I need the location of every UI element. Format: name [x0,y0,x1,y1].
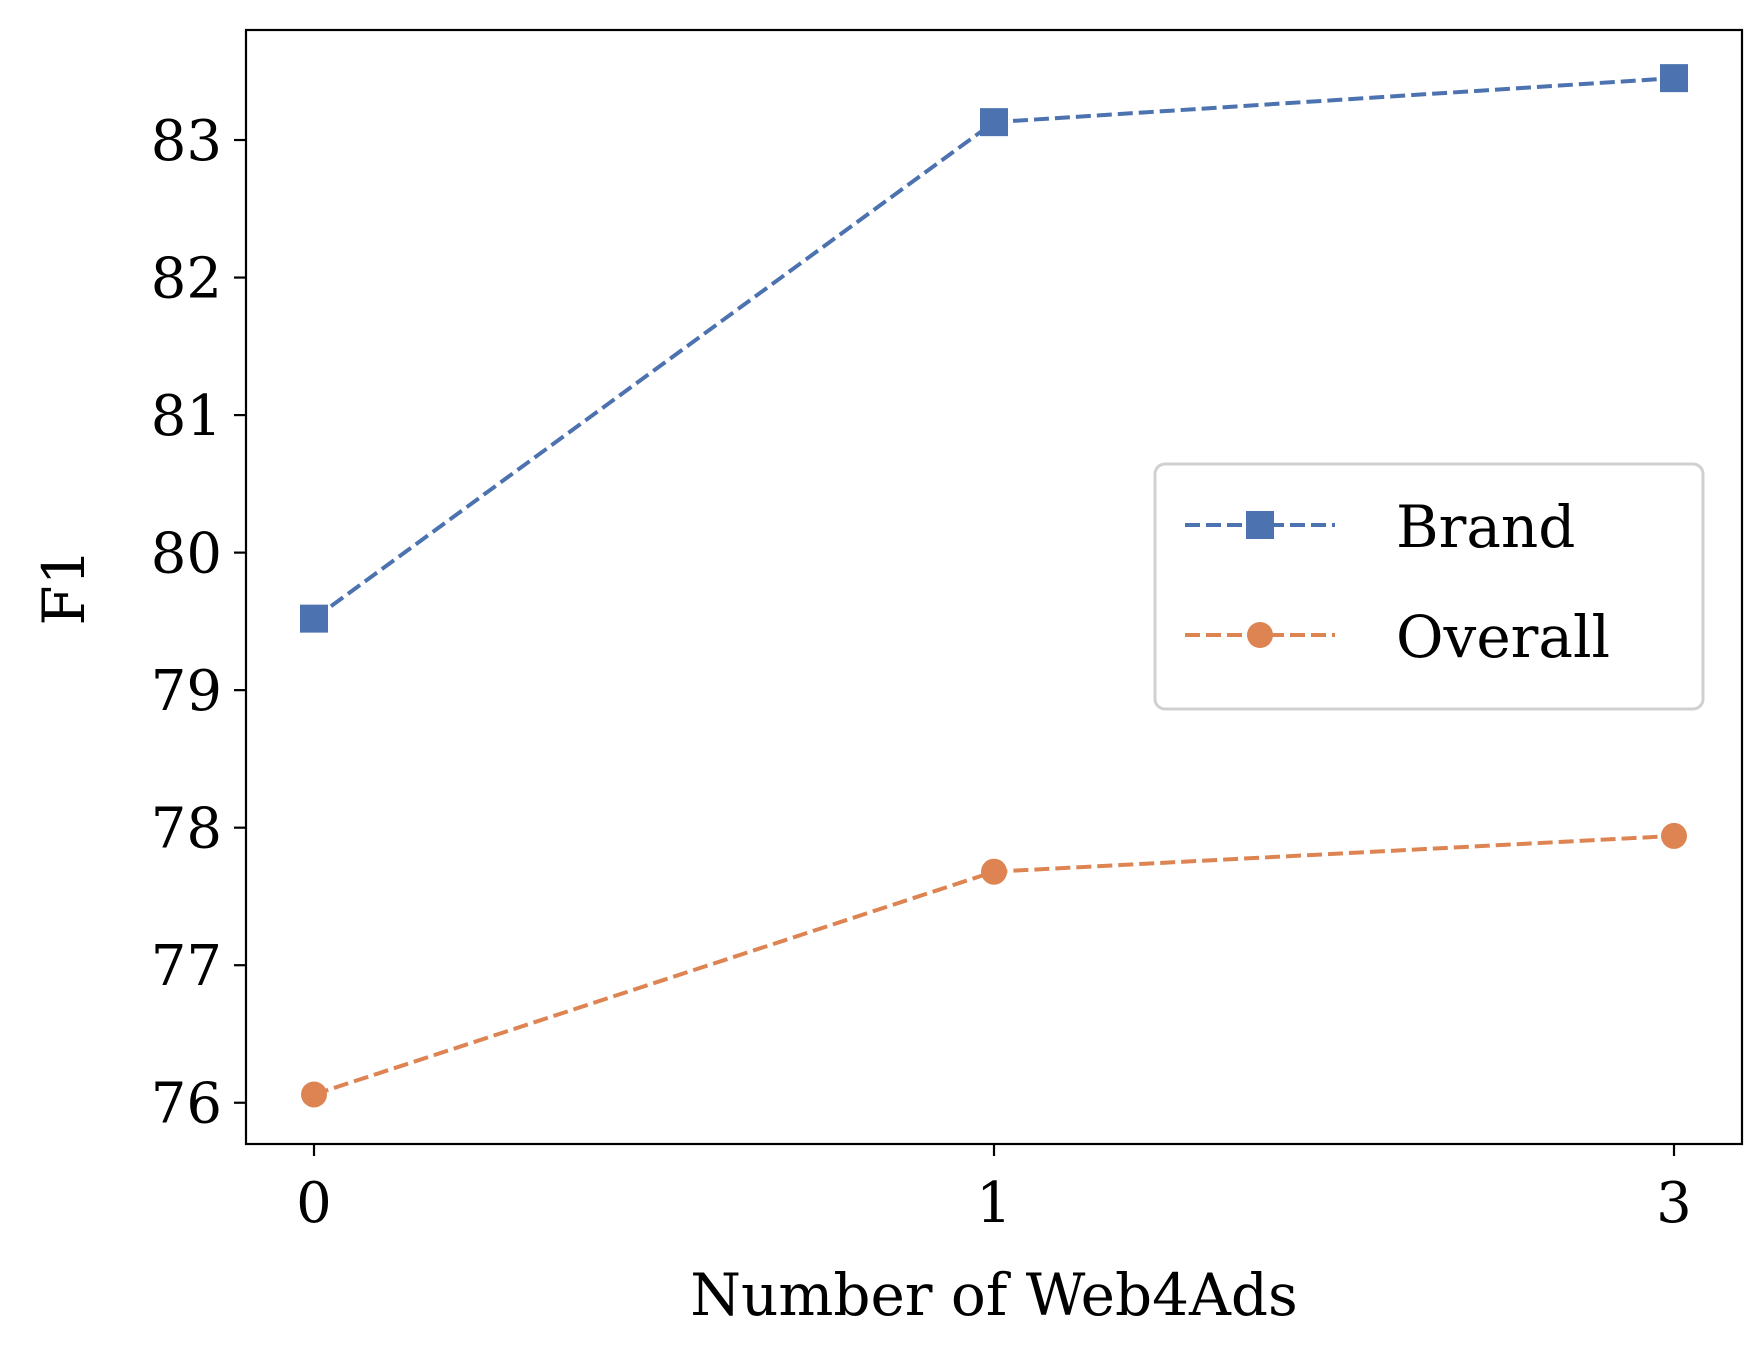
x-tick-label: 0 [296,1171,332,1236]
y-tick-label: 76 [151,1072,222,1137]
axis-ticks: 76 77 78 79 80 81 82 83 0 1 3 [151,109,1692,1236]
y-tick-label: 80 [151,522,222,587]
y-axis-label: F1 [30,548,98,625]
y-tick-label: 78 [151,797,222,862]
data-point-overall [981,858,1007,885]
legend-overall-label: Overall [1396,603,1610,671]
series-group [300,64,1688,1108]
y-tick-label: 81 [151,384,222,449]
legend-entry-overall: Overall [1185,603,1610,671]
x-tick-label: 1 [976,1171,1012,1236]
data-point-overall [301,1081,327,1108]
legend-overall-marker-icon [1247,622,1273,648]
legend-entry-brand: Brand [1185,493,1575,561]
legend-brand-label: Brand [1396,493,1575,561]
x-tick-label: 3 [1656,1171,1692,1236]
data-point-brand [1660,64,1688,93]
y-tick-label: 79 [151,659,222,724]
y-tick-label: 83 [151,109,222,174]
data-point-brand [980,108,1008,137]
y-tick-label: 82 [151,247,222,312]
y-tick-label: 77 [151,934,222,999]
x-axis-label: Number of Web4Ads [690,1261,1298,1329]
legend: Brand Overall [1153,462,1705,711]
data-point-brand [300,604,328,633]
data-point-overall [1661,822,1687,849]
legend-brand-marker-icon [1246,511,1274,539]
